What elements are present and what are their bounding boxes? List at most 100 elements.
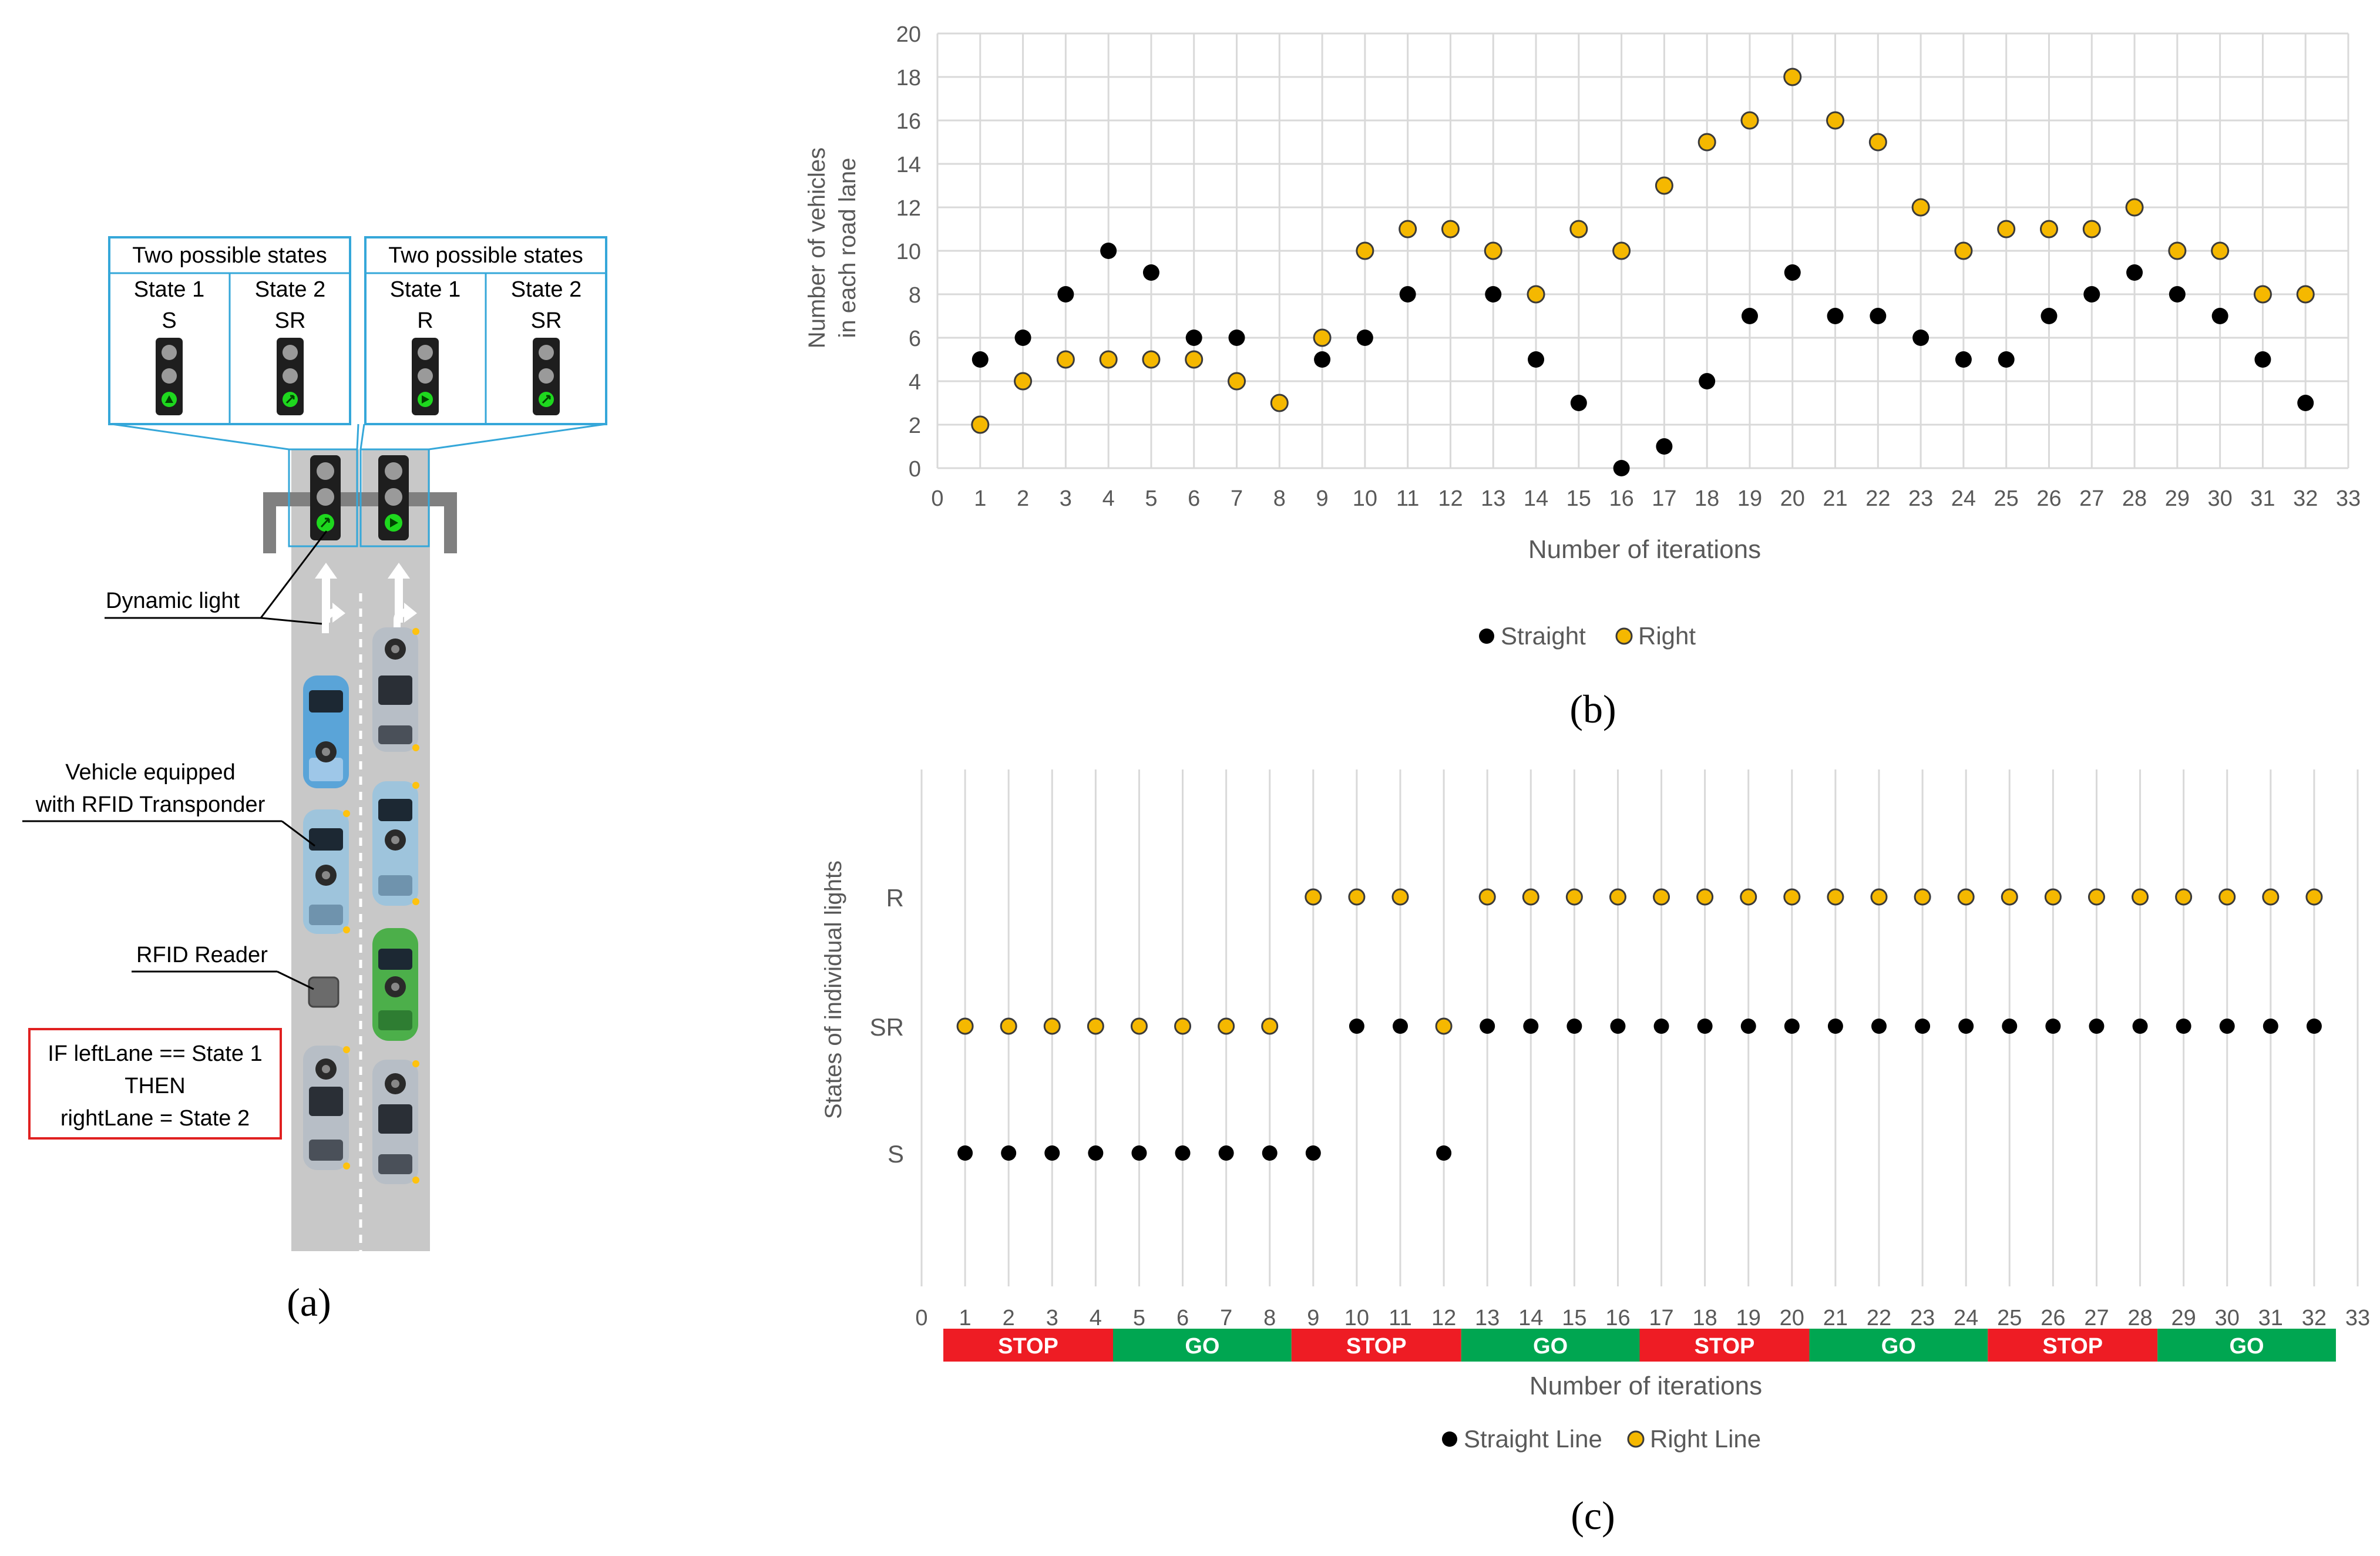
c-point-straight [1218, 1145, 1234, 1161]
c-x-tick: 31 [2258, 1306, 2283, 1330]
rfid-reader [308, 976, 339, 1008]
c-point-right [1218, 1017, 1235, 1035]
c-point-right [1827, 888, 1844, 906]
label-vehicle-line1: Vehicle equipped [65, 760, 235, 785]
c-point-straight [1349, 1019, 1364, 1034]
b-legend-right: Right [1638, 622, 1696, 650]
states-box-left-title: Two possible states [132, 243, 327, 268]
b-point-right [1569, 220, 1588, 238]
b-data-points [971, 68, 2315, 476]
c-point-right [1087, 1017, 1104, 1035]
c-x-tick: 26 [2041, 1306, 2065, 1330]
b-y-tick: 10 [896, 240, 921, 264]
b-x-tick: 6 [1188, 486, 1200, 511]
c-point-straight [2132, 1019, 2148, 1034]
c-x-tick: 14 [1518, 1306, 1543, 1330]
b-x-tick: 33 [2336, 486, 2361, 511]
c-point-right [1435, 1017, 1453, 1035]
b-legend: Straight Right [1479, 622, 1696, 650]
c-x-tick: 17 [1649, 1306, 1673, 1330]
c-point-straight [2045, 1019, 2061, 1034]
c-x-tick: 33 [2345, 1306, 2370, 1330]
c-point-right [1348, 888, 1366, 906]
c-point-right [1391, 888, 1409, 906]
c-x-tick: 22 [1867, 1306, 1891, 1330]
b-point-straight [1870, 308, 1887, 324]
c-phase-label: STOP [2042, 1334, 2103, 1359]
b-y-axis-label-2: in each road lane [835, 158, 860, 338]
b-x-tick: 5 [1145, 486, 1157, 511]
c-point-right [1000, 1017, 1017, 1035]
c-legend-right: Right Line [1650, 1425, 1761, 1453]
b-x-tick: 16 [1609, 486, 1633, 511]
b-point-straight [2126, 264, 2143, 281]
b-point-right [2125, 198, 2144, 217]
b-legend-marker-straight [1479, 629, 1494, 644]
c-x-tick: 12 [1431, 1306, 1456, 1330]
c-point-right [2132, 888, 2149, 906]
c-phase-segment [1113, 1329, 1292, 1362]
c-point-straight [2263, 1019, 2278, 1034]
b-x-tick: 20 [1780, 486, 1805, 511]
c-x-tick: 27 [2084, 1306, 2109, 1330]
c-point-right [2087, 888, 2105, 906]
states-box-left-state1: State 1 [134, 277, 204, 302]
label-vehicle-line2: with RFID Transponder [35, 792, 265, 817]
b-x-tick: 21 [1823, 486, 1847, 511]
rule-box: IF leftLane == State 1 THEN rightLane = … [28, 1028, 282, 1140]
b-point-right [1740, 111, 1759, 130]
c-point-right [1565, 888, 1583, 906]
c-point-straight [1697, 1019, 1713, 1034]
signal-icon-SR-right [533, 338, 560, 415]
b-point-right [2296, 285, 2315, 304]
c-legend-marker-right [1627, 1430, 1645, 1448]
lane-arrows [315, 563, 417, 633]
c-phase-segment [2157, 1329, 2336, 1362]
c-x-tick: 21 [1823, 1306, 1848, 1330]
b-point-right [2039, 220, 2058, 238]
c-point-right [1696, 888, 1714, 906]
signal-icon-S [156, 338, 183, 415]
c-phase-segment [1639, 1329, 1810, 1362]
c-x-tick: 11 [1389, 1306, 1411, 1330]
c-y-tick: S [888, 1140, 904, 1168]
c-legend-marker-straight [1442, 1431, 1457, 1447]
c-point-straight [1436, 1145, 1452, 1161]
b-point-right [1655, 176, 1673, 195]
c-x-axis-label: Number of iterations [1529, 1372, 1762, 1400]
b-x-tick: 18 [1695, 486, 1719, 511]
states-box-left-state2: State 2 [255, 277, 325, 302]
c-point-right [2218, 888, 2236, 906]
b-point-straight [1955, 351, 1972, 368]
c-point-straight [1958, 1019, 1974, 1034]
c-x-tick: 1 [959, 1306, 972, 1330]
b-x-tick-labels: 0 1 2 3 4 5 6 7 8 9 10 11 12 13 14 15 16 17 18 19 20 21 22 23 24… [931, 486, 2361, 511]
b-point-straight [1998, 351, 2015, 368]
c-x-tick-labels: 0 1 2 3 4 5 6 7 8 9 10 11 12 13 14 15 16 17 18 19 20 21 22 23 24… [915, 1306, 2370, 1330]
b-point-right [2168, 241, 2187, 260]
b-point-straight [1528, 351, 1545, 368]
c-phase-segment [1809, 1329, 1988, 1362]
c-point-straight [1523, 1019, 1539, 1034]
vehicle-car [372, 928, 418, 1041]
b-point-right [1185, 350, 1204, 369]
label-dynamic-light: Dynamic light [106, 589, 240, 613]
b-x-tick: 0 [931, 486, 943, 511]
b-point-straight [1656, 438, 1673, 455]
b-point-straight [1314, 351, 1331, 368]
b-x-tick: 27 [2079, 486, 2104, 511]
c-phase-label: GO [1185, 1334, 1219, 1359]
c-point-right [1522, 888, 1539, 906]
states-box-right: Two possible states State 1 State 2 R SR [364, 236, 607, 425]
b-x-tick: 25 [1994, 486, 2019, 511]
c-point-straight [1480, 1019, 1495, 1034]
b-x-tick: 7 [1231, 486, 1243, 511]
states-box-right-state2: State 2 [511, 277, 581, 302]
c-x-tick: 8 [1263, 1306, 1276, 1330]
b-y-tick: 12 [896, 196, 921, 221]
b-point-right [1954, 241, 1973, 260]
b-y-tick: 20 [896, 22, 921, 47]
c-x-tick: 30 [2215, 1306, 2240, 1330]
c-phase-segment [943, 1329, 1113, 1362]
